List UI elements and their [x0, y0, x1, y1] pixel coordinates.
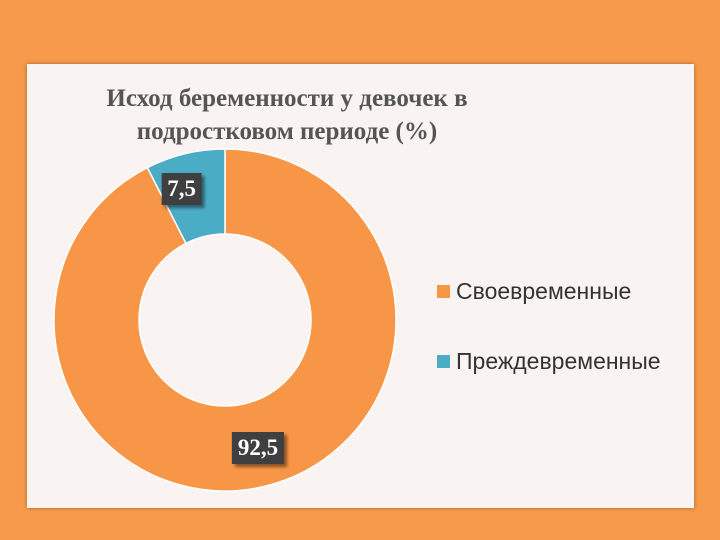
slice-ontime — [53, 148, 397, 492]
chart-card: Исход беременности у девочек в подростко… — [27, 64, 694, 508]
legend-swatch-preterm — [437, 354, 450, 368]
legend: Своевременные Преждевременные — [437, 276, 661, 416]
legend-label-preterm: Преждевременные — [456, 347, 661, 374]
data-label-ontime: 92,5 — [231, 432, 285, 465]
legend-label-ontime: Своевременные — [456, 277, 632, 304]
legend-swatch-ontime — [437, 284, 450, 298]
chart-title: Исход беременности у девочек в подростко… — [106, 85, 468, 145]
legend-item-ontime: Своевременные — [437, 276, 661, 306]
data-label-preterm: 7,5 — [161, 173, 202, 206]
legend-item-preterm: Преждевременные — [437, 346, 661, 376]
